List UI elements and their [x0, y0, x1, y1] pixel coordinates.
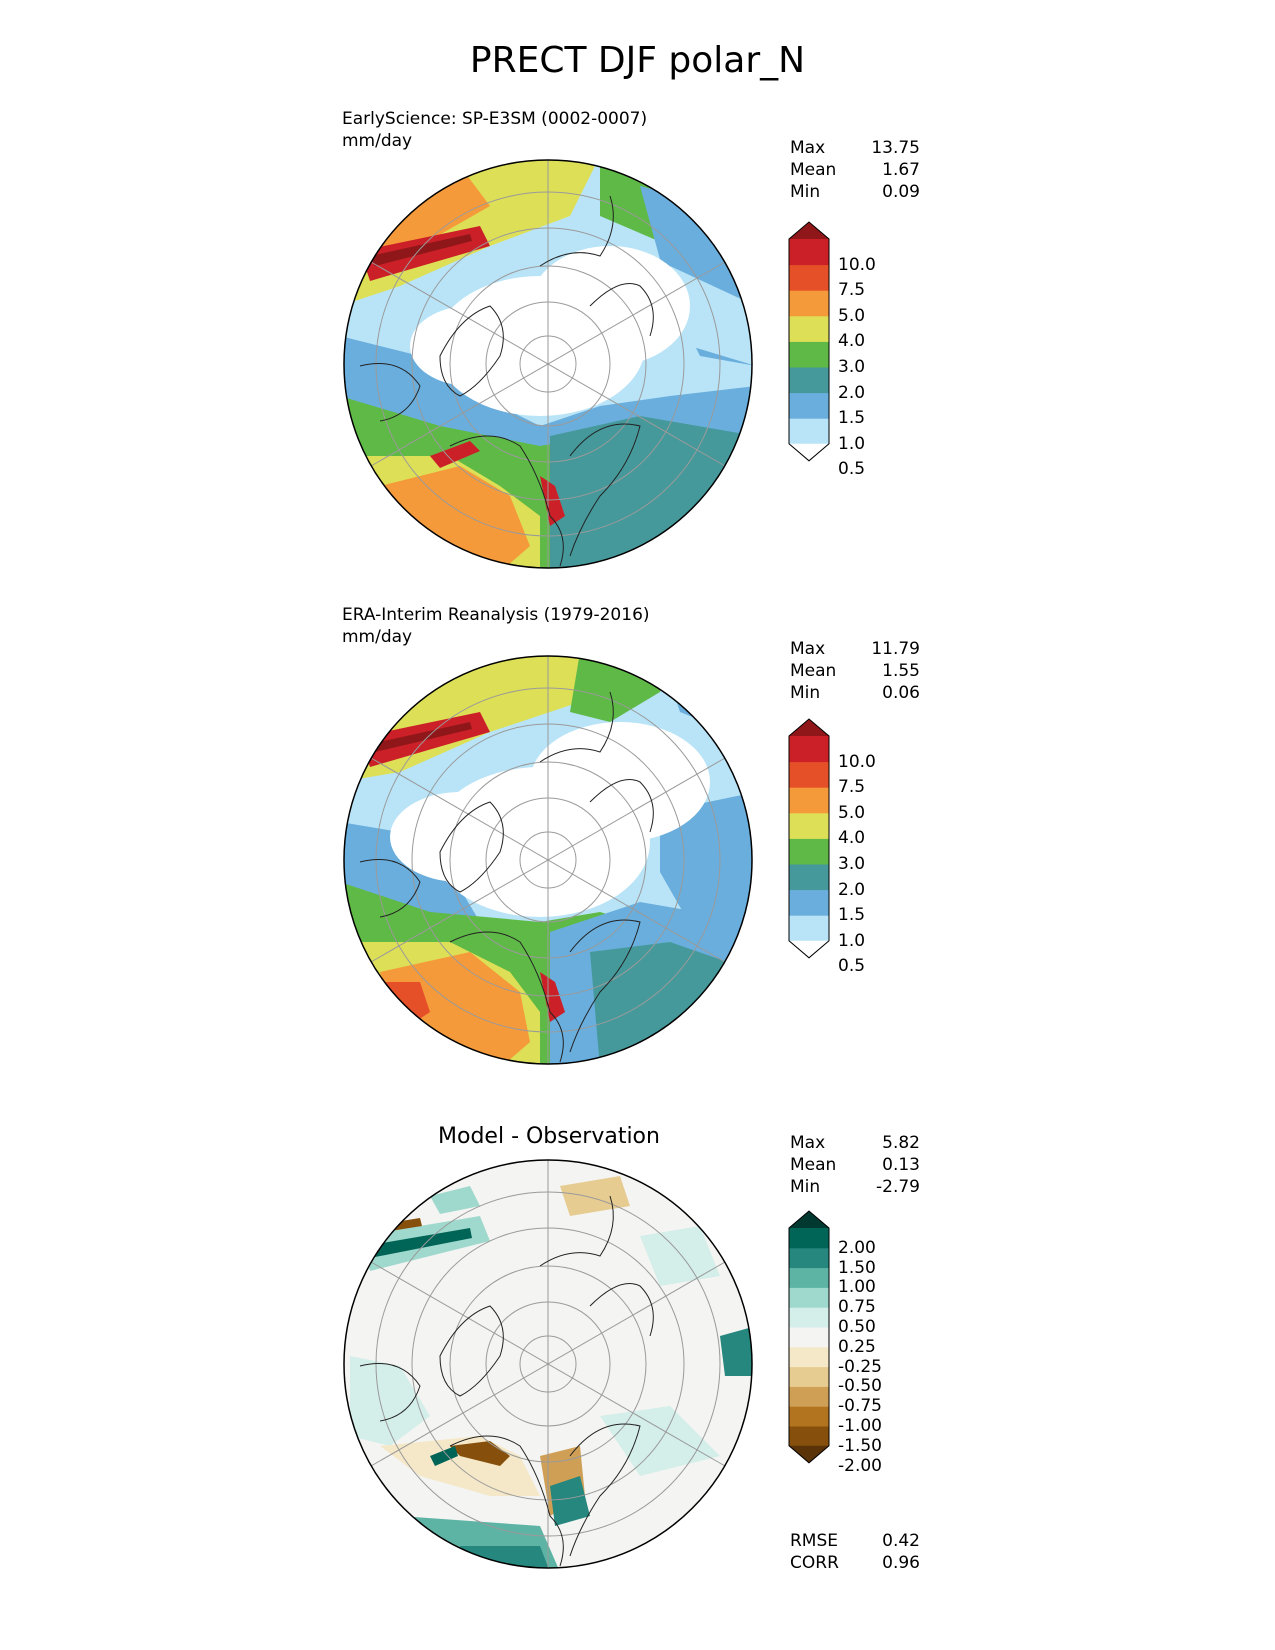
colorbar-bottom-extend [789, 1445, 829, 1463]
stat-max: Max 11.79 [790, 639, 920, 659]
stat-min: Min 0.06 [790, 683, 920, 703]
colorbar-tick-label: 0.50 [838, 1317, 876, 1337]
colorbar-segment [789, 1386, 829, 1407]
colorbar-tick-label: 1.50 [838, 1257, 876, 1278]
colorbar-segment [789, 1247, 829, 1269]
difference-colorbar [788, 1210, 834, 1464]
difference-metrics: RMSE 0.42 CORR 0.96 [790, 1530, 920, 1574]
colorbar-tick-label: 10.0 [838, 254, 876, 275]
colorbar-segment [789, 915, 829, 942]
stat-min: Min -2.79 [790, 1177, 920, 1197]
colorbar-segment [789, 889, 829, 916]
colorbar-tick-label: -1.00 [838, 1416, 882, 1436]
colorbar-tick-label: 7.5 [838, 777, 866, 798]
colorbar-tick-label: 0.5 [838, 459, 866, 480]
colorbar-segment [789, 239, 829, 266]
colorbar-outline [788, 718, 830, 959]
colorbar-segment [789, 1346, 829, 1368]
colorbar-tick-label: 3.0 [838, 357, 866, 377]
stat-mean: Mean 0.13 [790, 1155, 920, 1175]
colorbar-tick-label: -2.00 [838, 1455, 882, 1476]
difference-map [340, 1156, 756, 1572]
reference-colorbar [788, 718, 834, 959]
difference-panel-title: Model - Observation [438, 1124, 660, 1149]
precip-colorbar-svg [788, 221, 830, 462]
precip-colorbar-svg [788, 718, 830, 959]
colorbar-tick-label: 4.0 [838, 828, 866, 849]
colorbar-segment [789, 1406, 829, 1427]
reference-stats: Max 11.79 Mean 1.55 Min 0.06 [790, 638, 920, 704]
test-precip-map [340, 156, 756, 572]
colorbar-segment [789, 1366, 829, 1387]
colorbar-tick-label: -0.25 [838, 1356, 882, 1377]
diff-colorbar-svg [788, 1210, 830, 1464]
colorbar-segment [789, 290, 829, 317]
colorbar-segment [789, 367, 829, 394]
difference-stats: Max 5.82 Mean 0.13 Min -2.79 [790, 1132, 920, 1198]
colorbar-segment [789, 864, 829, 891]
colorbar-tick-label: 3.0 [838, 854, 866, 874]
colorbar-tick-label: 1.0 [838, 433, 866, 454]
colorbar-top-extend [789, 222, 829, 239]
reference-precip-map [340, 652, 756, 1068]
metric-corr: CORR 0.96 [790, 1553, 920, 1573]
colorbar-tick-label: 1.0 [838, 930, 866, 951]
reference-panel-units: mm/day [342, 627, 413, 647]
colorbar-segment [789, 1228, 829, 1249]
stat-min: Min 0.09 [790, 182, 920, 202]
colorbar-segment [789, 1327, 829, 1348]
colorbar-tick-label: 4.0 [838, 331, 866, 352]
colorbar-tick-label: 1.00 [838, 1277, 876, 1298]
colorbar-segment [789, 787, 829, 814]
colorbar-segment [789, 1426, 829, 1447]
colorbar-segment [789, 838, 829, 865]
colorbar-segment [789, 392, 829, 419]
colorbar-segment [789, 1287, 829, 1308]
colorbar-bottom-extend [789, 443, 829, 461]
colorbar-tick-label: 5.0 [838, 802, 866, 823]
colorbar-segment [789, 736, 829, 763]
colorbar-top-extend [789, 719, 829, 736]
colorbar-bottom-extend [789, 940, 829, 958]
colorbar-tick-label: 0.25 [838, 1336, 876, 1357]
colorbar-segment [789, 761, 829, 788]
figure-title: PRECT DJF polar_N [469, 40, 806, 81]
colorbar-tick-label: -1.50 [838, 1435, 882, 1456]
colorbar-segment [789, 418, 829, 445]
colorbar-tick-label: 5.0 [838, 305, 866, 326]
test-colorbar [788, 221, 834, 462]
test-panel-title: EarlyScience: SP-E3SM (0002-0007) [342, 109, 648, 129]
colorbar-tick-label: 2.0 [838, 382, 866, 403]
test-panel-units: mm/day [342, 131, 413, 151]
metric-rmse: RMSE 0.42 [790, 1531, 920, 1551]
colorbar-tick-label: -0.75 [838, 1396, 882, 1417]
colorbar-segment [789, 264, 829, 291]
stat-mean: Mean 1.67 [790, 160, 920, 180]
colorbar-top-extend [789, 1211, 829, 1228]
colorbar-tick-label: 10.0 [838, 751, 876, 772]
colorbar-tick-label: 1.5 [838, 905, 866, 926]
stat-mean: Mean 1.55 [790, 661, 920, 681]
colorbar-tick-label: 7.5 [838, 280, 866, 301]
colorbar-segment [789, 1307, 829, 1328]
colorbar-tick-label: -0.50 [838, 1376, 882, 1397]
colorbar-segment [789, 315, 829, 342]
test-stats: Max 13.75 Mean 1.67 Min 0.09 [790, 137, 920, 203]
colorbar-segment [789, 1267, 829, 1288]
colorbar-tick-label: 2.00 [838, 1237, 876, 1258]
colorbar-segment [789, 341, 829, 368]
stat-max: Max 13.75 [790, 138, 920, 158]
colorbar-outline [788, 221, 830, 462]
colorbar-tick-label: 0.75 [838, 1297, 876, 1318]
colorbar-tick-label: 0.5 [838, 956, 866, 977]
stat-max: Max 5.82 [790, 1133, 920, 1153]
colorbar-segment [789, 812, 829, 839]
reference-panel-title: ERA-Interim Reanalysis (1979-2016) [342, 605, 650, 625]
colorbar-tick-label: 1.5 [838, 408, 866, 429]
colorbar-tick-label: 2.0 [838, 879, 866, 900]
colorbar-outline [788, 1210, 830, 1464]
